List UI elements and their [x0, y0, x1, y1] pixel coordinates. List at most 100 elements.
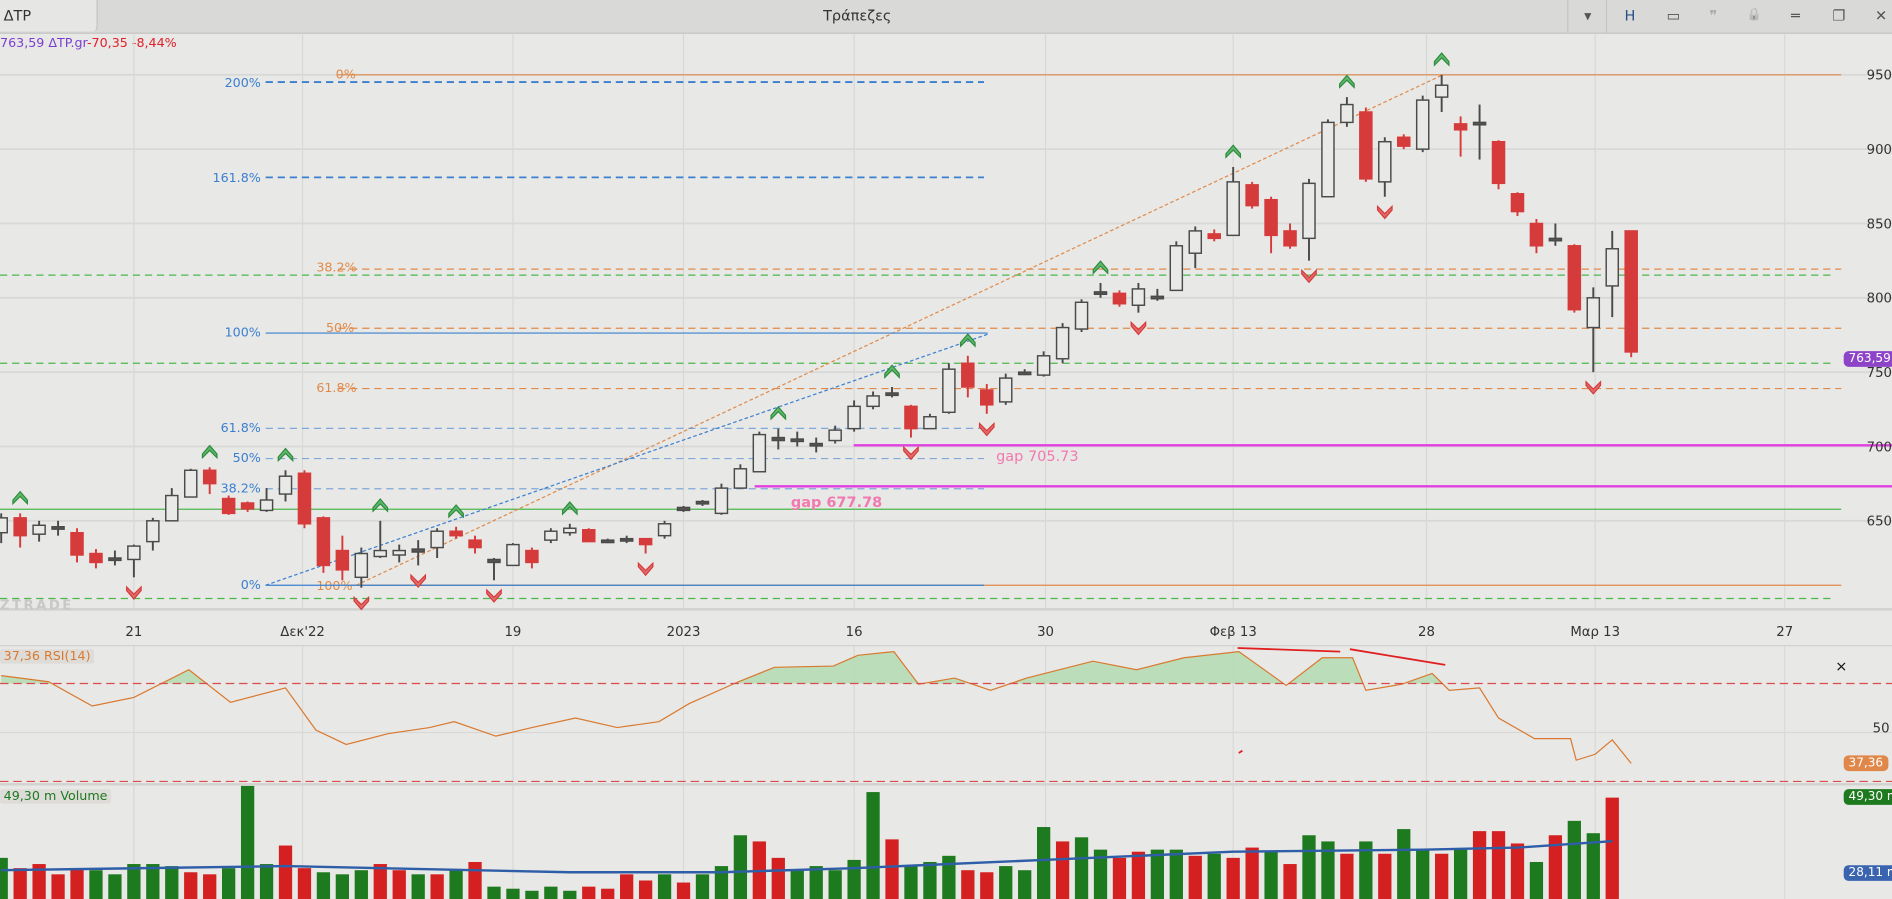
volume-bar [1416, 849, 1430, 899]
fib-label: 200% [225, 75, 261, 90]
fib-label: 0% [241, 577, 261, 592]
panel-icon[interactable]: ▭ [1666, 7, 1681, 25]
lock-icon[interactable]: 🔒 [1746, 8, 1762, 22]
volume-bar [1283, 864, 1297, 899]
volume-bar [1188, 855, 1202, 899]
candle-body [221, 497, 236, 515]
buy-signal-up-arrow-icon [561, 501, 578, 516]
candle [1207, 229, 1221, 242]
candle-body [563, 527, 577, 534]
volume-bar [790, 870, 804, 899]
candles [0, 74, 1638, 588]
trend-line[interactable] [1237, 647, 1341, 653]
volume-bar [1302, 835, 1316, 899]
rsi-axis-label: 50 [1873, 721, 1890, 736]
candle [961, 355, 975, 398]
candle-body [961, 362, 975, 388]
date-tick-label: Δεκ'22 [280, 625, 325, 640]
candle [1453, 116, 1468, 157]
candle [1548, 223, 1563, 246]
blue-fibonacci[interactable] [265, 81, 988, 586]
candle [1150, 288, 1165, 301]
candle [51, 520, 65, 536]
candle [127, 544, 141, 578]
candle-body [1453, 123, 1468, 131]
trend-line[interactable] [1238, 749, 1243, 754]
candle-body [278, 475, 293, 495]
volume-bar [847, 859, 861, 899]
candle [1415, 95, 1430, 153]
candle [487, 557, 501, 581]
volume-bar [601, 888, 615, 899]
rsi-pane[interactable] [1, 650, 1632, 764]
candle [1586, 287, 1601, 373]
candle [904, 404, 918, 438]
candle [582, 528, 596, 543]
volume-bar [184, 872, 198, 899]
price-tick-label: 800 [1867, 292, 1892, 307]
candle-body [638, 537, 653, 546]
candle [1510, 192, 1525, 217]
dropdown-arrow-icon[interactable]: ▾ [1584, 7, 1592, 25]
candle [619, 535, 634, 544]
candle [183, 468, 198, 498]
trend-line[interactable] [1349, 648, 1446, 666]
h-icon[interactable]: H [1624, 7, 1636, 25]
candle-body [544, 530, 558, 541]
candle-body [980, 389, 994, 406]
date-tick-label: 27 [1776, 625, 1793, 640]
sell-signal-down-arrow-icon [1301, 268, 1317, 284]
candle [1112, 290, 1127, 307]
candle [1169, 241, 1184, 292]
volume-bar [1491, 831, 1506, 899]
candle [771, 428, 786, 450]
candle-body [1131, 288, 1146, 306]
candle [1359, 107, 1373, 182]
candle-body [392, 549, 406, 556]
candle-body [89, 552, 103, 564]
rsi-line [1, 650, 1632, 764]
volume-bar [70, 868, 84, 899]
candle [942, 363, 956, 414]
fib-label: 50% [326, 320, 354, 335]
candle-body [1491, 140, 1506, 185]
volume-bar [714, 866, 729, 899]
buy-signal-up-arrow-icon [1092, 260, 1109, 275]
volume-label: 49,30 m Volume [0, 789, 112, 804]
rsi-close-button[interactable]: × [1835, 657, 1848, 675]
rsi-label: 37,36 RSI(14) [0, 649, 95, 664]
candle [676, 505, 691, 512]
volume-bar [1359, 841, 1373, 899]
candle [1188, 226, 1203, 269]
candle [714, 483, 729, 515]
quote-icon[interactable]: ❞ [1709, 7, 1718, 25]
buy-signal-up-arrow-icon [1433, 52, 1450, 67]
candle [1093, 282, 1108, 298]
signals [12, 52, 1602, 611]
candle [468, 535, 482, 554]
menu-icon[interactable]: ═ [1791, 7, 1800, 25]
volume-bar [1093, 849, 1108, 899]
candle-body [468, 539, 482, 549]
candle-body [1529, 222, 1544, 247]
candle [1321, 119, 1335, 198]
candle [240, 501, 255, 512]
volume-bar [506, 888, 520, 899]
candle [600, 538, 615, 544]
volume-pane[interactable] [0, 785, 1619, 899]
candle [1302, 178, 1316, 261]
candle-body [752, 433, 767, 473]
volume-bar [1605, 797, 1619, 899]
symbol-tab[interactable]: ΔTP [0, 0, 98, 32]
rsi-value-tag: 37,36 [1843, 755, 1888, 772]
restore-icon[interactable]: ❐ [1832, 7, 1846, 25]
fib-label: 38.2% [221, 480, 261, 495]
date-tick-label: Μαρ 13 [1570, 625, 1620, 640]
candle-body [146, 520, 160, 543]
close-icon[interactable]: ✕ [1875, 7, 1888, 25]
volume-bar [1378, 853, 1392, 899]
candle-body [1415, 99, 1430, 150]
candle [790, 431, 805, 447]
candle-body [354, 552, 369, 579]
